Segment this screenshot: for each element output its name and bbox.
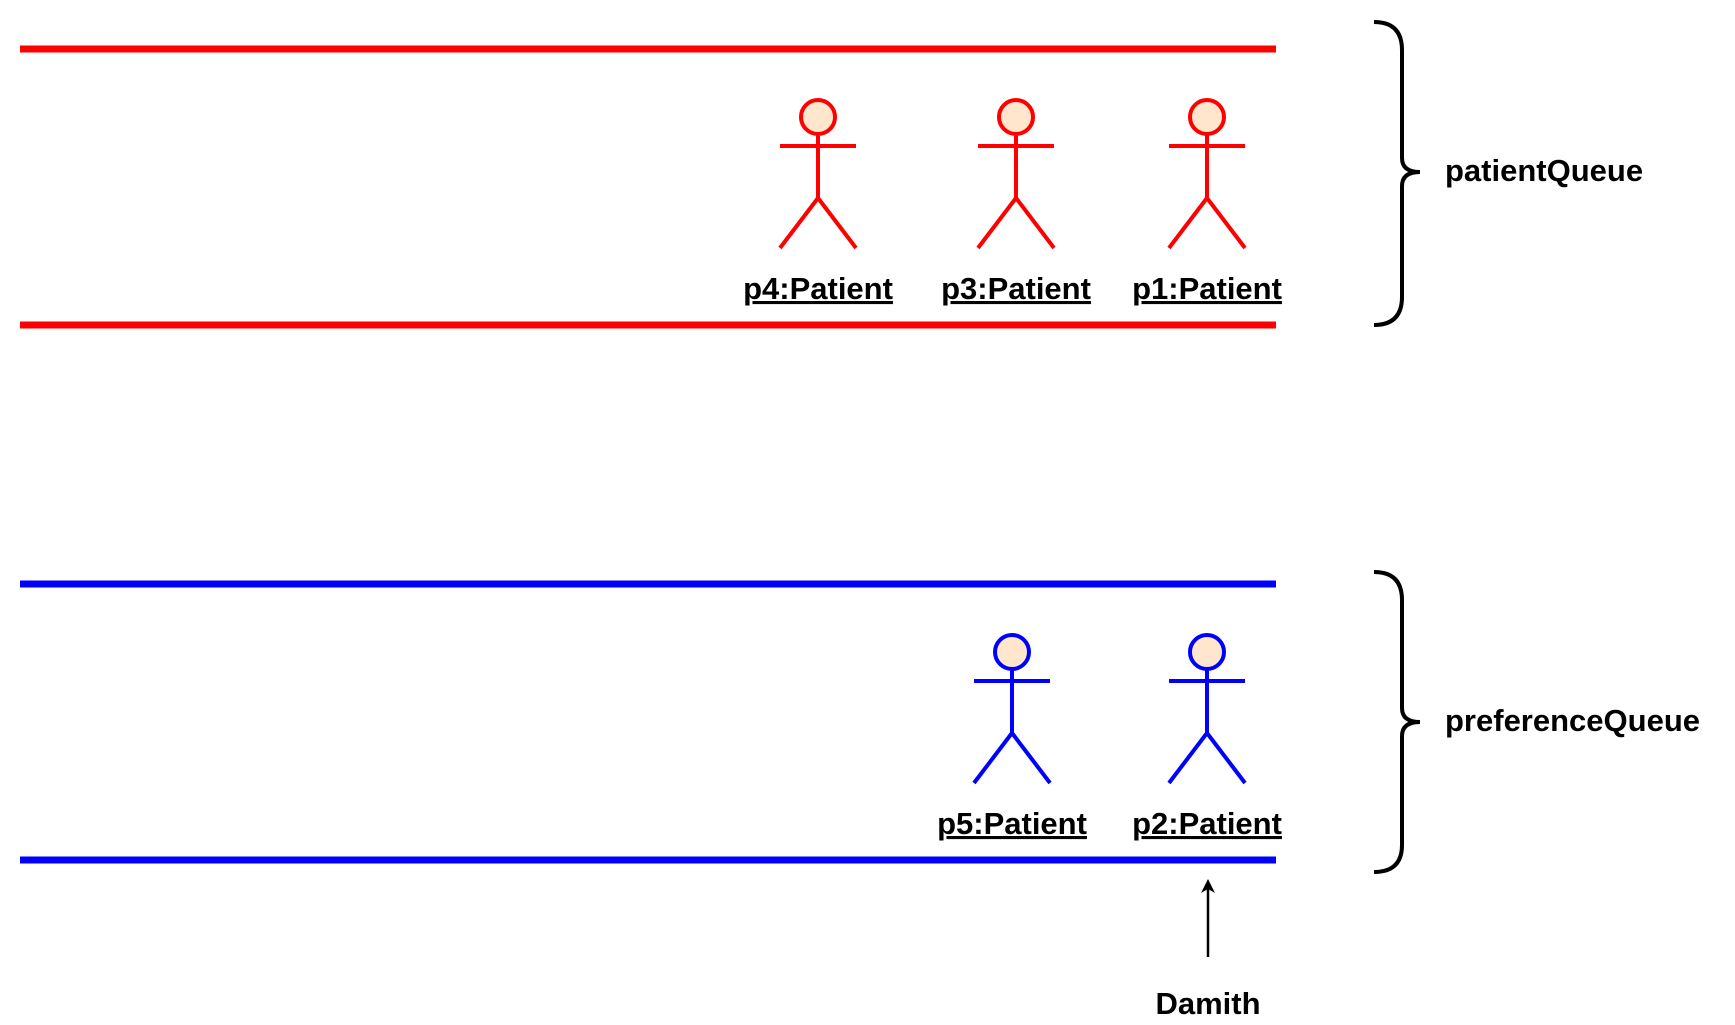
actor-label-p2: p2:Patient: [1132, 806, 1282, 841]
actor-figure-icon: [976, 98, 1056, 250]
preference-queue-label: preferenceQueue: [1445, 703, 1700, 738]
patient-queue: p4:Patient p3:Patient: [20, 20, 1643, 329]
preference-queue-brace: [1373, 570, 1421, 874]
patient-queue-label: patientQueue: [1445, 153, 1643, 188]
actor-p1[interactable]: p1:Patient: [1132, 98, 1282, 306]
preference-queue: p5:Patient p2:Patient preferenceQueue: [20, 570, 1700, 874]
patient-queue-brace: [1373, 20, 1421, 327]
actor-p5[interactable]: p5:Patient: [937, 633, 1087, 841]
actor-figure-icon: [1167, 633, 1247, 785]
damith-pointer: Damith: [1155, 879, 1261, 1021]
actor-figure-icon: [972, 633, 1052, 785]
actor-label-p1: p1:Patient: [1132, 271, 1282, 306]
pointer-label: Damith: [1155, 986, 1260, 1021]
actor-p4[interactable]: p4:Patient: [743, 98, 893, 306]
actor-p3[interactable]: p3:Patient: [941, 98, 1091, 306]
actor-figure-icon: [778, 98, 858, 250]
actor-figure-icon: [1167, 98, 1247, 250]
actor-label-p5: p5:Patient: [937, 806, 1087, 841]
actor-p2[interactable]: p2:Patient: [1132, 633, 1282, 841]
actor-label-p3: p3:Patient: [941, 271, 1091, 306]
actor-label-p4: p4:Patient: [743, 271, 893, 306]
